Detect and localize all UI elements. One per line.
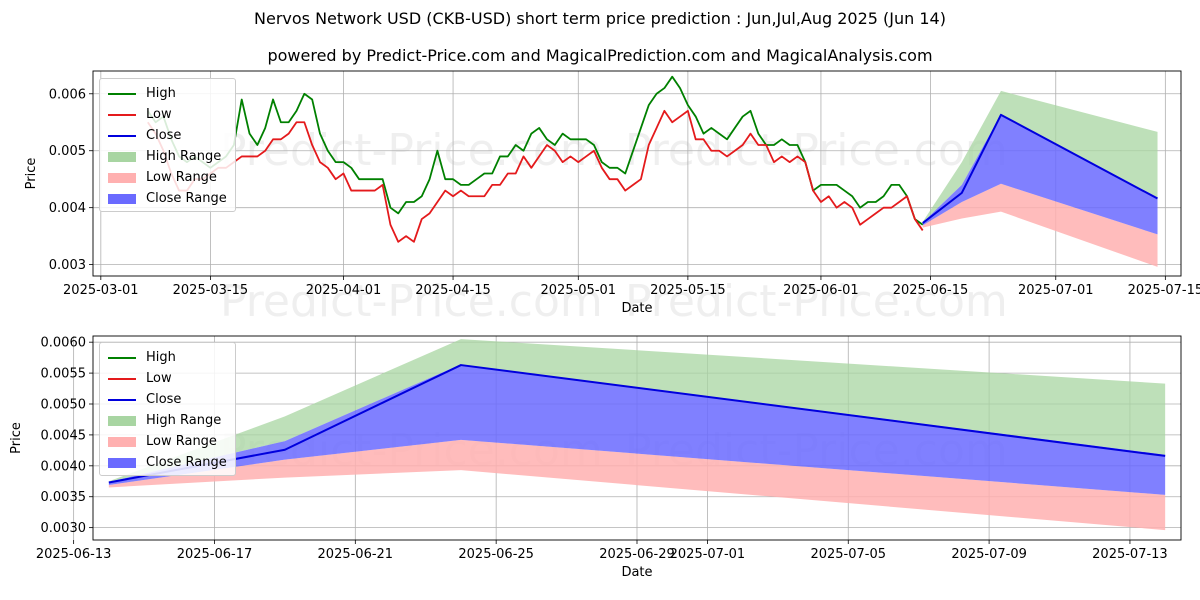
chart-subtitle: powered by Predict-Price.com and Magical…	[267, 46, 933, 65]
legend-label: Low Range	[146, 434, 217, 449]
legend-swatch	[108, 356, 136, 359]
bottom-xtick-label: 2025-06-17	[177, 547, 253, 562]
legend-item: Low	[108, 368, 227, 389]
top-high-series	[147, 75, 924, 226]
legend-item: Close Range	[108, 188, 227, 209]
bottom-ytick-label: 0.0060	[41, 336, 87, 351]
legend-swatch	[108, 415, 136, 426]
bottom-xtick-label: 2025-07-13	[1092, 547, 1168, 562]
legend-label: Close	[146, 128, 182, 143]
top-close-series	[922, 113, 1158, 224]
bottom-xtick-label: 2025-07-09	[951, 547, 1027, 562]
legend-item: High Range	[108, 146, 227, 167]
legend-label: Low	[146, 107, 172, 122]
top-ytick-label: 0.003	[49, 258, 86, 273]
legend-item: High	[108, 83, 227, 104]
bottom-xtick-label: 2025-06-25	[458, 547, 534, 562]
legend-swatch	[108, 92, 136, 95]
bottom-low-range-area	[108, 439, 1166, 531]
legend-swatch	[108, 457, 136, 468]
top-xtick-label: 2025-07-01	[1018, 283, 1094, 298]
bottom-ytick-label: 0.0035	[41, 490, 87, 505]
bottom-ylabel: Price	[9, 422, 24, 454]
top-frame	[92, 70, 1182, 277]
bottom-xtick-label: 2025-06-21	[318, 547, 394, 562]
bottom-panel: 2025-06-13 2025-06-17 2025-06-21 2025-06-25…	[9, 335, 1182, 580]
top-ytick-label: 0.004	[49, 201, 86, 216]
legend-label: Close	[146, 392, 182, 407]
top-xlabel: Date	[621, 301, 652, 316]
legend-item: Low Range	[108, 167, 227, 188]
legend-item: Close	[108, 125, 227, 146]
legend-swatch	[108, 377, 136, 380]
top-ytick-label: 0.005	[49, 144, 86, 159]
legend-item: Low	[108, 104, 227, 125]
watermark-top-4: Predict-Price.com	[625, 276, 1008, 327]
legend-label: High Range	[146, 413, 222, 428]
top-plot-area	[147, 75, 1158, 267]
legend-label: High Range	[146, 149, 222, 164]
legend-item: Close Range	[108, 452, 227, 473]
top-ytick-label: 0.006	[49, 87, 86, 102]
top-xtick-label: 2025-05-15	[650, 283, 726, 298]
legend-item: High Range	[108, 410, 227, 431]
legend-swatch	[108, 436, 136, 447]
top-xtick-label: 2025-04-01	[306, 283, 382, 298]
legend-label: High	[146, 86, 176, 101]
bottom-close-range-area	[108, 364, 1166, 495]
top-panel: 2025-03-01 2025-03-15 2025-04-01 2025-04-15…	[24, 70, 1200, 316]
legend-swatch	[108, 151, 136, 162]
top-xtick-label: 2025-07-15	[1128, 283, 1200, 298]
top-xtick-label: 2025-06-15	[893, 283, 969, 298]
bottom-xlabel: Date	[621, 565, 652, 580]
legend-bottom: High Low Close High Range Low Range Close Ran…	[99, 342, 236, 476]
legend-item: Low Range	[108, 431, 227, 452]
chart-title: Nervos Network USD (CKB-USD) short term …	[254, 9, 946, 28]
legend-swatch	[108, 172, 136, 183]
legend-item: High	[108, 347, 227, 368]
legend-label: Low	[146, 371, 172, 386]
bottom-ytick-label: 0.0050	[41, 398, 87, 413]
legend-label: Close Range	[146, 455, 227, 470]
bottom-xtick-label: 2025-06-13	[36, 547, 112, 562]
top-close-range-area	[922, 114, 1158, 235]
top-xtick-label: 2025-05-01	[541, 283, 617, 298]
bottom-ytick-label: 0.0030	[41, 521, 87, 536]
legend-label: Close Range	[146, 191, 227, 206]
legend-swatch	[108, 113, 136, 116]
bottom-xtick-label: 2025-07-05	[810, 547, 886, 562]
legend-label: Low Range	[146, 170, 217, 185]
top-high-range-area	[922, 90, 1158, 223]
legend-swatch	[108, 193, 136, 204]
top-xtick-label: 2025-06-01	[783, 283, 859, 298]
legend-top: High Low Close High Range Low Range Close Ran…	[99, 78, 236, 212]
legend-item: Close	[108, 389, 227, 410]
bottom-frame	[92, 335, 1182, 541]
top-xtick-label: 2025-03-15	[173, 283, 249, 298]
bottom-ytick-label: 0.0045	[41, 428, 87, 443]
legend-swatch	[108, 398, 136, 401]
bottom-ytick-label: 0.0040	[41, 459, 87, 474]
legend-label: High	[146, 350, 176, 365]
top-low-series	[147, 109, 924, 243]
watermark-top-3: Predict-Price.com	[220, 276, 603, 327]
top-xtick-label: 2025-04-15	[415, 283, 491, 298]
bottom-ytick-label: 0.0055	[41, 367, 87, 382]
top-ylabel: Price	[24, 158, 39, 190]
bottom-xtick-label: 2025-07-01	[670, 547, 746, 562]
legend-swatch	[108, 134, 136, 137]
top-xtick-label: 2025-03-01	[63, 283, 139, 298]
bottom-xtick-label: 2025-06-29	[599, 547, 675, 562]
top-low-range-area	[922, 183, 1158, 267]
bottom-high-range-area	[108, 339, 1166, 482]
